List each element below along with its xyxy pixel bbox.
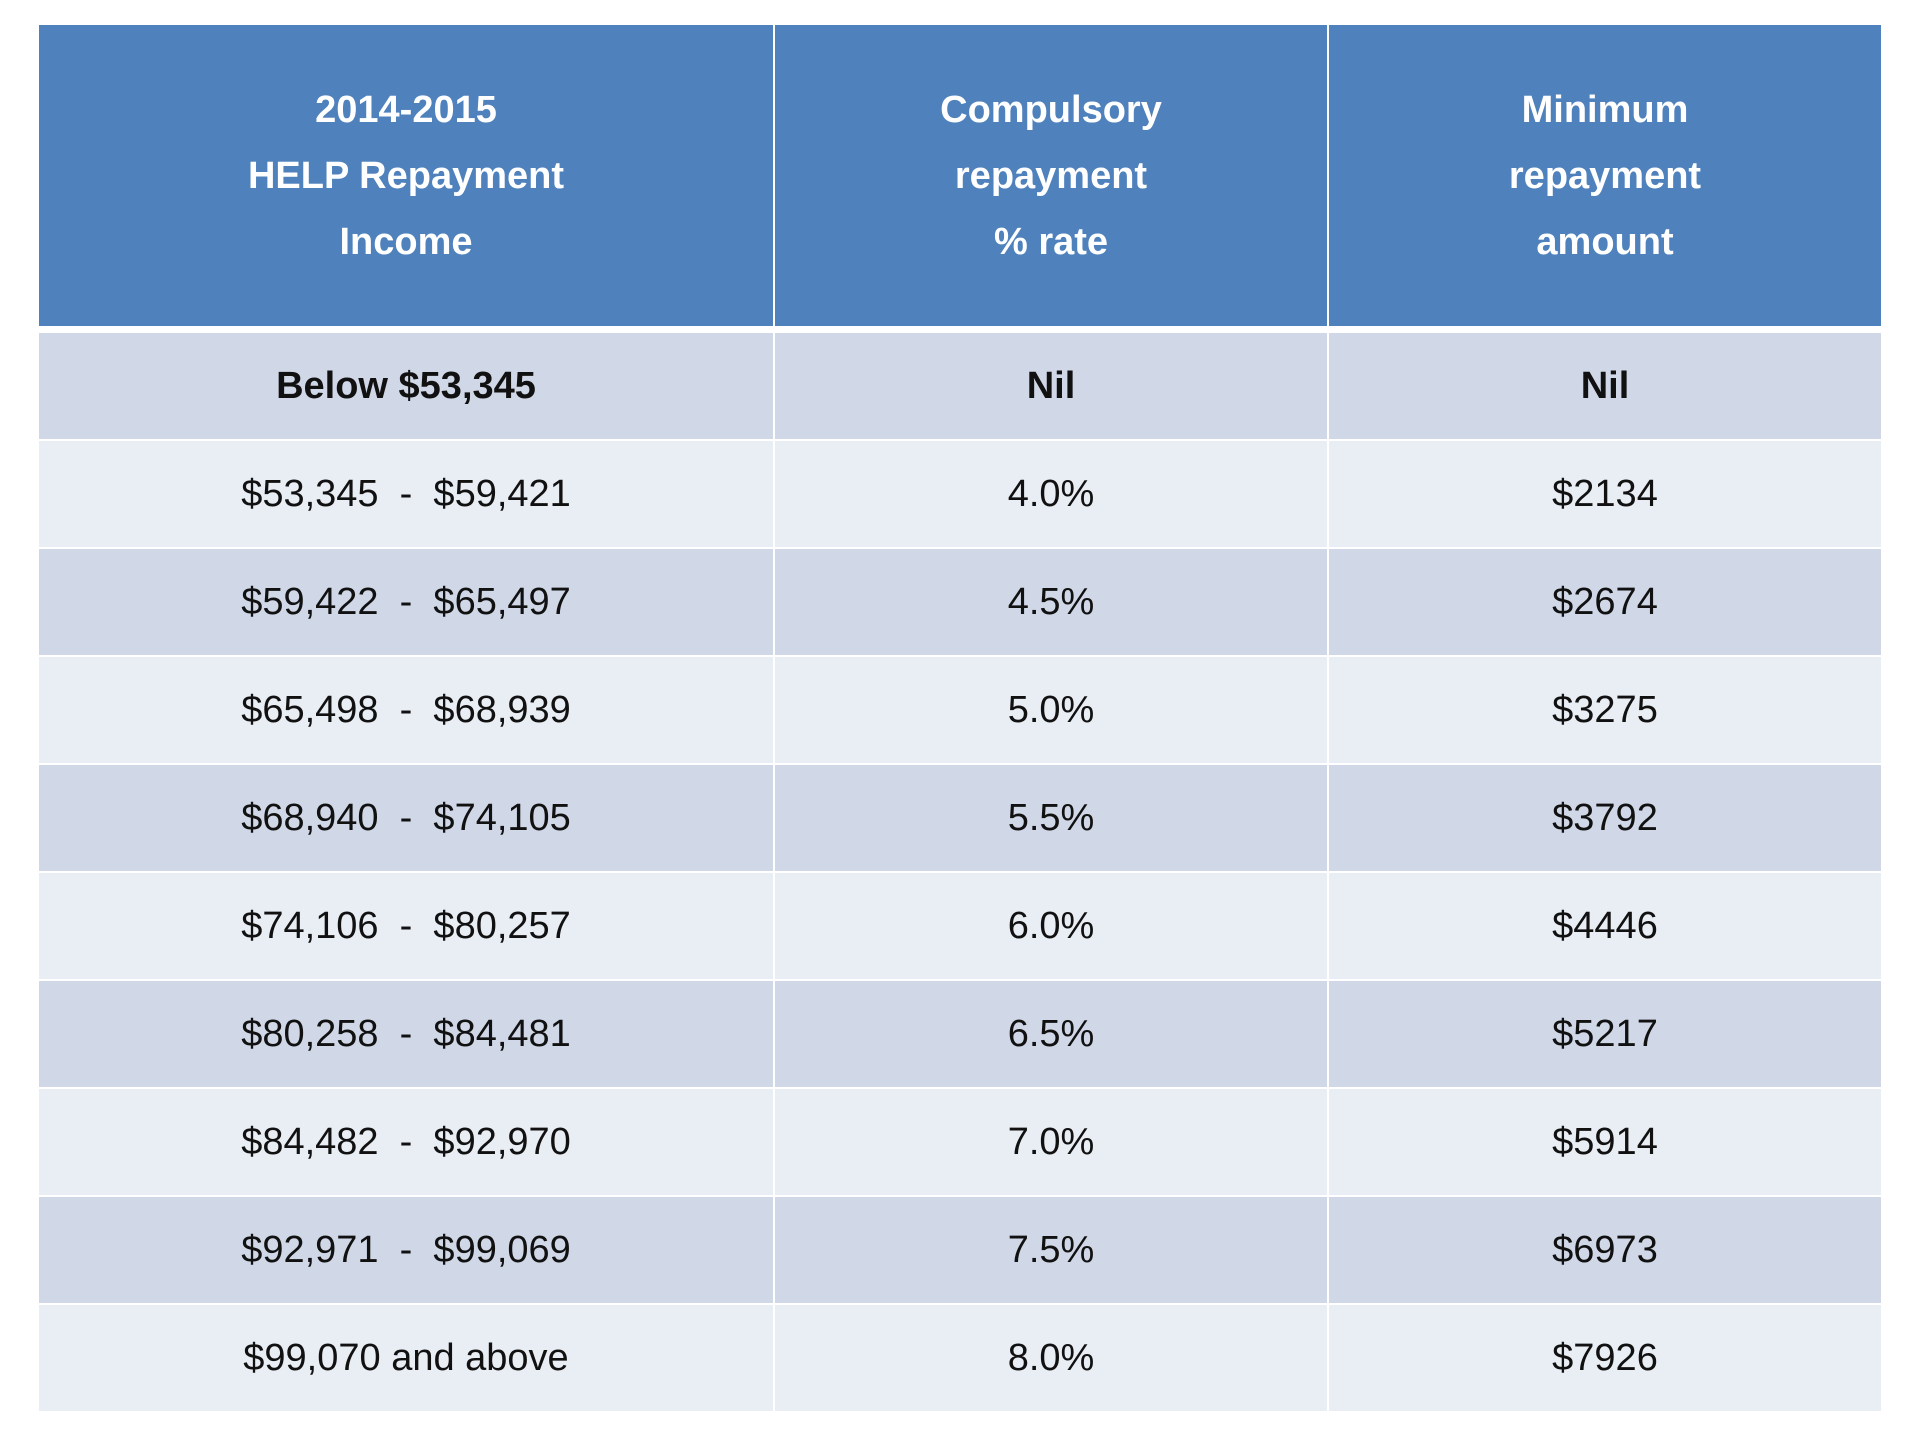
table-cell: 5.5%	[775, 765, 1329, 873]
header-row: 2014-2015 HELP Repayment Income Compulsory r…	[39, 25, 1881, 333]
table-cell: $68,940 - $74,105	[39, 765, 775, 873]
table-cell: $84,482 - $92,970	[39, 1089, 775, 1197]
table-cell: $3275	[1329, 657, 1881, 765]
header-text: Compulsory	[940, 88, 1162, 131]
table-row: $92,971 - $99,069 7.5% $6973	[39, 1197, 1881, 1305]
table-row: $80,258 - $84,481 6.5% $5217	[39, 981, 1881, 1089]
table-cell: $74,106 - $80,257	[39, 873, 775, 981]
table-cell: $4446	[1329, 873, 1881, 981]
table-cell: $92,971 - $99,069	[39, 1197, 775, 1305]
table-cell: $5217	[1329, 981, 1881, 1089]
table-row: $65,498 - $68,939 5.0% $3275	[39, 657, 1881, 765]
table-cell: $80,258 - $84,481	[39, 981, 775, 1089]
header-text: amount	[1536, 220, 1674, 263]
table-cell: $5914	[1329, 1089, 1881, 1197]
table-cell: 6.0%	[775, 873, 1329, 981]
table-cell: 8.0%	[775, 1305, 1329, 1413]
table-cell: $2674	[1329, 549, 1881, 657]
header-text: repayment	[1508, 154, 1702, 197]
table-cell: 4.0%	[775, 441, 1329, 549]
table-cell: 7.0%	[775, 1089, 1329, 1197]
header-text: Income	[339, 220, 473, 263]
header-text: 2014-2015	[315, 88, 497, 131]
table-cell: $59,422 - $65,497	[39, 549, 775, 657]
header-cell: Compulsory repayment % rate	[775, 25, 1329, 333]
table-cell: $3792	[1329, 765, 1881, 873]
table-cell: Nil	[1329, 333, 1881, 441]
header-cell: Minimum repayment amount	[1329, 25, 1881, 333]
table-cell: 6.5%	[775, 981, 1329, 1089]
header-text: repayment	[954, 154, 1148, 197]
table-cell: $6973	[1329, 1197, 1881, 1305]
table-cell: Nil	[775, 333, 1329, 441]
header-text: HELP Repayment	[247, 154, 565, 197]
table-row: $68,940 - $74,105 5.5% $3792	[39, 765, 1881, 873]
table-row: $99,070 and above 8.0% $7926	[39, 1305, 1881, 1413]
table-cell: 4.5%	[775, 549, 1329, 657]
table-row: $84,482 - $92,970 7.0% $5914	[39, 1089, 1881, 1197]
repayment-table: 2014-2015 HELP Repayment Income Compulsory r…	[39, 25, 1881, 1413]
table-cell: 5.0%	[775, 657, 1329, 765]
table-cell: Below $53,345	[39, 333, 775, 441]
table-row: $53,345 - $59,421 4.0% $2134	[39, 441, 1881, 549]
header-text: % rate	[993, 220, 1109, 263]
table-cell: $65,498 - $68,939	[39, 657, 775, 765]
table-cell: $2134	[1329, 441, 1881, 549]
table-row: Below $53,345 Nil Nil	[39, 333, 1881, 441]
table-row: $74,106 - $80,257 6.0% $4446	[39, 873, 1881, 981]
table-cell: $7926	[1329, 1305, 1881, 1413]
table-cell: 7.5%	[775, 1197, 1329, 1305]
table-row: $59,422 - $65,497 4.5% $2674	[39, 549, 1881, 657]
header-text: Minimum	[1521, 88, 1689, 131]
header-cell: 2014-2015 HELP Repayment Income	[39, 25, 775, 333]
table-cell: $99,070 and above	[39, 1305, 775, 1413]
table-cell: $53,345 - $59,421	[39, 441, 775, 549]
